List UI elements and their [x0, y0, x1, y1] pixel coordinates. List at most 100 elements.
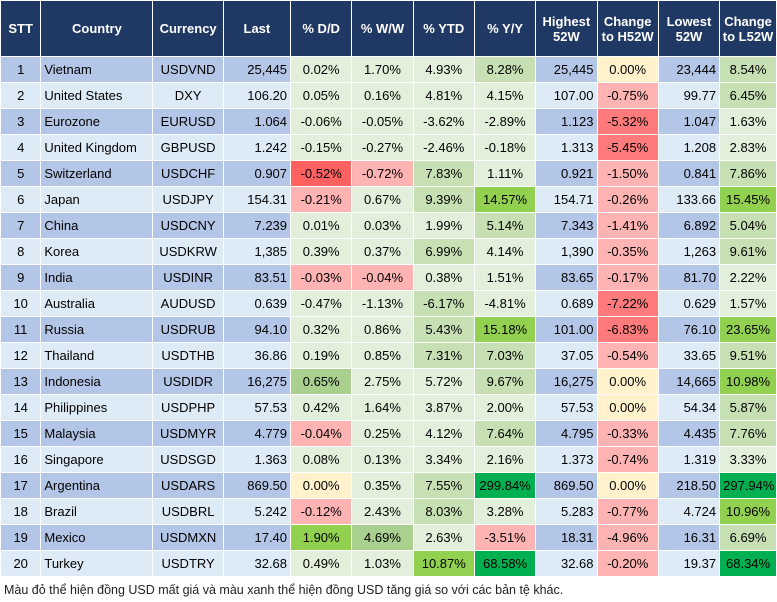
cell-ytd: 6.99%	[412, 238, 475, 265]
cell-chl: 9.51%	[719, 342, 777, 369]
cell-ww: -0.72%	[351, 160, 414, 187]
cell-stt: 9	[0, 264, 42, 291]
cell-stt: 7	[0, 212, 42, 239]
table-row: 6 Japan USDJPY 154.31 -0.21% 0.67% 9.39% 14.57%…	[0, 186, 777, 213]
cell-ww: 2.43%	[351, 498, 414, 525]
cell-yy: 3.28%	[473, 498, 537, 525]
cell-stt: 13	[0, 368, 42, 395]
cell-stt: 2	[0, 82, 42, 109]
cell-high: 1.373	[535, 446, 598, 473]
cell-ytd: -2.46%	[412, 134, 475, 161]
cell-high: 0.689	[535, 290, 598, 317]
cell-ytd: 0.38%	[412, 264, 475, 291]
cell-dd: 0.08%	[290, 446, 353, 473]
cell-low: 19.37	[657, 550, 721, 577]
header-high52w: Highest 52W	[535, 0, 598, 57]
cell-yy: 5.14%	[473, 212, 537, 239]
cell-chl: 1.63%	[719, 108, 777, 135]
cell-yy: 4.15%	[473, 82, 537, 109]
cell-low: 99.77	[657, 82, 721, 109]
cell-low: 54.34	[657, 394, 721, 421]
cell-country: India	[40, 264, 154, 291]
cell-country: Brazil	[40, 498, 154, 525]
cell-dd: -0.06%	[290, 108, 353, 135]
table-row: 1 Vietnam USDVND 25,445 0.02% 1.70% 4.93% 8.28%…	[0, 56, 777, 83]
cell-ytd: 9.39%	[412, 186, 475, 213]
cell-ytd: 2.63%	[412, 524, 475, 551]
cell-yy: 2.16%	[473, 446, 537, 473]
cell-stt: 19	[0, 524, 42, 551]
cell-stt: 10	[0, 290, 42, 317]
cell-country: Japan	[40, 186, 154, 213]
cell-low: 23,444	[657, 56, 721, 83]
cell-high: 83.65	[535, 264, 598, 291]
cell-low: 133.66	[657, 186, 721, 213]
cell-chl: 7.86%	[719, 160, 777, 187]
table-row: 17 Argentina USDARS 869.50 0.00% 0.35% 7.55% 29…	[0, 472, 777, 499]
cell-last: 83.51	[222, 264, 292, 291]
cell-dd: -0.21%	[290, 186, 353, 213]
cell-yy: -2.89%	[473, 108, 537, 135]
cell-stt: 18	[0, 498, 42, 525]
table-row: 14 Philippines USDPHP 57.53 0.42% 1.64% 3.87% 2…	[0, 394, 777, 421]
cell-country: Malaysia	[40, 420, 154, 447]
cell-ytd: 7.31%	[412, 342, 475, 369]
table-row: 15 Malaysia USDMYR 4.779 -0.04% 0.25% 4.12% 7.6…	[0, 420, 777, 447]
cell-ww: 0.13%	[351, 446, 414, 473]
cell-ww: 0.25%	[351, 420, 414, 447]
cell-chh: -0.77%	[596, 498, 659, 525]
cell-ww: 0.67%	[351, 186, 414, 213]
cell-ytd: 7.55%	[412, 472, 475, 499]
cell-dd: 0.05%	[290, 82, 353, 109]
cell-stt: 8	[0, 238, 42, 265]
cell-country: United Kingdom	[40, 134, 154, 161]
currency-table: STT Country Currency Last% D/D% W/W% YTD% Y…	[0, 0, 777, 577]
cell-yy: 1.51%	[473, 264, 537, 291]
cell-dd: -0.15%	[290, 134, 353, 161]
cell-currency: USDRUB	[152, 316, 224, 343]
cell-chh: 0.00%	[596, 472, 659, 499]
cell-country: Singapore	[40, 446, 154, 473]
cell-chl: 10.98%	[719, 368, 777, 395]
cell-high: 16,275	[535, 368, 598, 395]
cell-yy: 9.67%	[473, 368, 537, 395]
cell-last: 4.779	[222, 420, 292, 447]
cell-chl: 2.22%	[719, 264, 777, 291]
cell-yy: 68.58%	[473, 550, 537, 577]
cell-ww: -0.04%	[351, 264, 414, 291]
cell-low: 6.892	[657, 212, 721, 239]
header-ytd: % YTD	[412, 0, 475, 57]
cell-ww: -1.13%	[351, 290, 414, 317]
header-change-h52w: Change to H52W	[596, 0, 659, 57]
cell-dd: 0.42%	[290, 394, 353, 421]
cell-country: Russia	[40, 316, 154, 343]
cell-last: 1.064	[222, 108, 292, 135]
cell-dd: -0.47%	[290, 290, 353, 317]
cell-chl: 1.57%	[719, 290, 777, 317]
cell-ytd: 10.87%	[412, 550, 475, 577]
cell-ytd: 5.43%	[412, 316, 475, 343]
cell-ytd: 4.93%	[412, 56, 475, 83]
cell-stt: 17	[0, 472, 42, 499]
cell-chh: -0.74%	[596, 446, 659, 473]
cell-ww: 0.16%	[351, 82, 414, 109]
cell-chl: 10.96%	[719, 498, 777, 525]
cell-chl: 9.61%	[719, 238, 777, 265]
cell-stt: 15	[0, 420, 42, 447]
cell-high: 4.795	[535, 420, 598, 447]
cell-high: 101.00	[535, 316, 598, 343]
cell-dd: -0.52%	[290, 160, 353, 187]
cell-yy: -3.51%	[473, 524, 537, 551]
cell-last: 106.20	[222, 82, 292, 109]
cell-ww: 1.03%	[351, 550, 414, 577]
cell-currency: USDINR	[152, 264, 224, 291]
cell-last: 7.239	[222, 212, 292, 239]
cell-low: 1,263	[657, 238, 721, 265]
cell-yy: 7.64%	[473, 420, 537, 447]
cell-low: 33.65	[657, 342, 721, 369]
cell-ytd: 3.87%	[412, 394, 475, 421]
header-ww: % W/W	[351, 0, 414, 57]
cell-stt: 6	[0, 186, 42, 213]
cell-chl: 6.45%	[719, 82, 777, 109]
cell-chh: 0.00%	[596, 56, 659, 83]
